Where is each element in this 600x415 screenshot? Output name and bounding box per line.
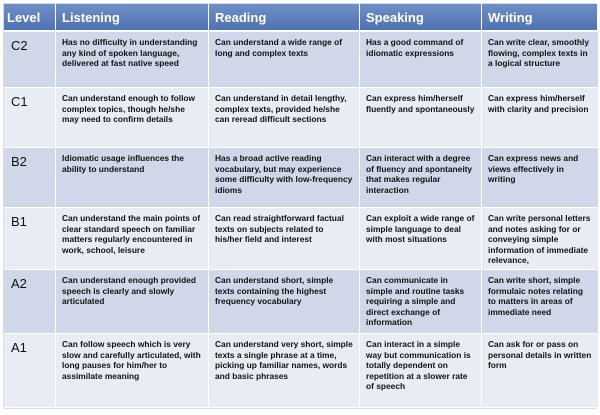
writing-cell: Can ask for or pass on personal details … (482, 334, 598, 408)
speaking-cell: Has a good command of idiomatic expressi… (360, 32, 482, 88)
speaking-cell: Can exploit a wide range of simple langu… (360, 208, 482, 270)
header-listening: Listening (56, 4, 209, 32)
level-cell: B2 (4, 148, 56, 208)
listening-cell: Idiomatic usage influences the ability t… (56, 148, 209, 208)
reading-cell: Can understand short, simple texts conta… (209, 270, 360, 334)
reading-cell: Can read straightforward factual texts o… (209, 208, 360, 270)
speaking-cell: Can interact in a simple way but communi… (360, 334, 482, 408)
listening-cell: Can follow speech which is very slow and… (56, 334, 209, 408)
listening-cell: Can understand the main points of clear … (56, 208, 209, 270)
reading-cell: Has a broad active reading vocabulary, b… (209, 148, 360, 208)
listening-cell: Can understand enough to follow complex … (56, 88, 209, 148)
writing-cell: Can write personal letters and notes ask… (482, 208, 598, 270)
level-cell: A1 (4, 334, 56, 408)
speaking-cell: Can express him/herself fluently and spo… (360, 88, 482, 148)
level-cell: A2 (4, 270, 56, 334)
speaking-cell: Can communicate in simple and routine ta… (360, 270, 482, 334)
header-reading: Reading (209, 4, 360, 32)
listening-cell: Has no difficulty in understanding any k… (56, 32, 209, 88)
reading-cell: Can understand very short, simple texts … (209, 334, 360, 408)
header-level: Level (4, 4, 56, 32)
listening-cell: Can understand enough provided speech is… (56, 270, 209, 334)
reading-cell: Can understand a wide range of long and … (209, 32, 360, 88)
reading-cell: Can understand in detail lengthy, comple… (209, 88, 360, 148)
header-speaking: Speaking (360, 4, 482, 32)
writing-cell: Can write short, simple formulaic notes … (482, 270, 598, 334)
writing-cell: Can express news and views effectively i… (482, 148, 598, 208)
writing-cell: Can express him/herself with clarity and… (482, 88, 598, 148)
level-cell: C2 (4, 32, 56, 88)
level-cell: C1 (4, 88, 56, 148)
speaking-cell: Can interact with a degree of fluency an… (360, 148, 482, 208)
writing-cell: Can write clear, smoothly flowing, compl… (482, 32, 598, 88)
cefr-skills-table: Level Listening Reading Speaking Writing… (3, 3, 598, 409)
header-writing: Writing (482, 4, 598, 32)
level-cell: B1 (4, 208, 56, 270)
